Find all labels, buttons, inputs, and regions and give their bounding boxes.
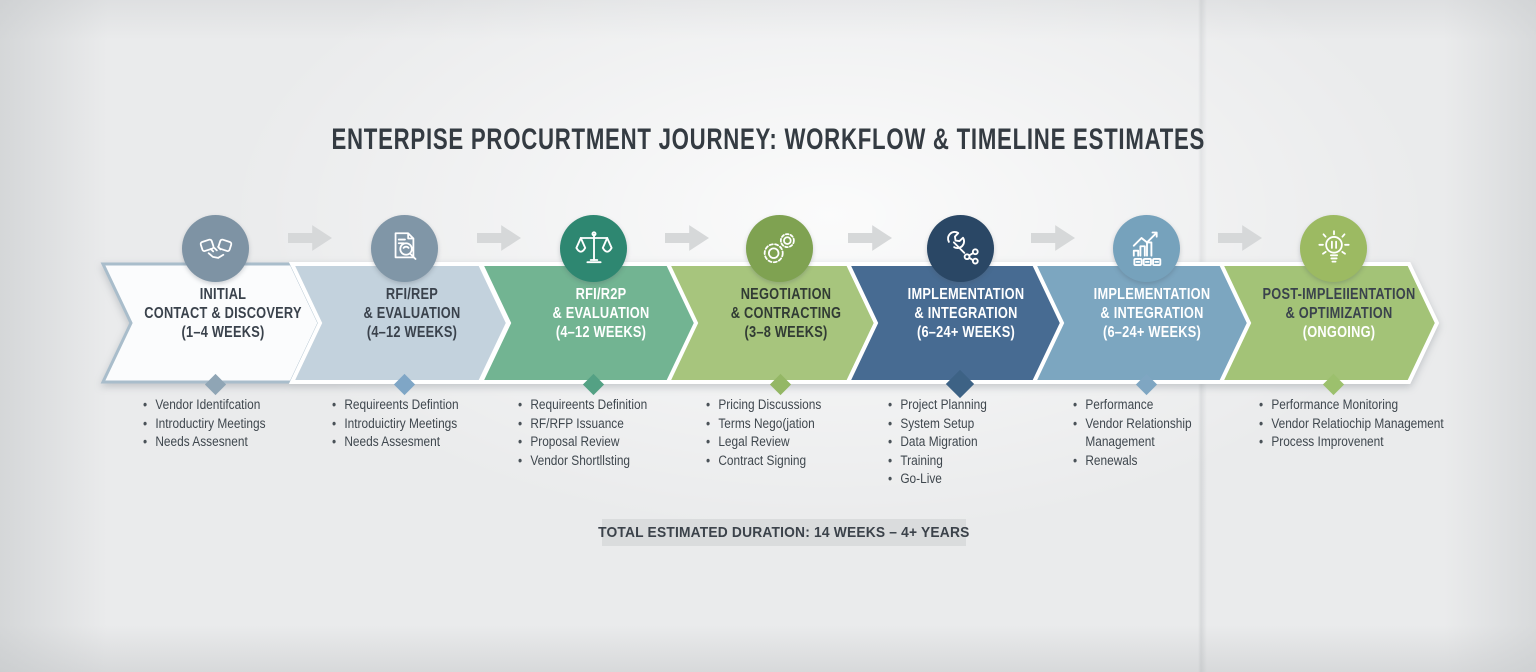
lightbulb-icon: [1300, 215, 1367, 282]
list-item: Vendor Identifcation: [143, 396, 306, 415]
list-item: Pricing Discussions: [706, 396, 869, 415]
list-item: Vendor Shortllsting: [518, 452, 681, 471]
arrow-right-icon: [1031, 225, 1075, 251]
list-item: Performance: [1073, 396, 1223, 415]
handshake-icon: [182, 215, 249, 282]
stage-title: IMPLEMENTATION & INTEGRATION (6–24+ WEEKS): [907, 286, 1025, 341]
stage-title: IMPLEMENTATION & INTEGRATION (6–24+ WEEKS): [1093, 286, 1211, 341]
stage-bullets: Project Planning System Setup Data Migra…: [888, 396, 1051, 489]
stage-title: INITIAL CONTACT & DISCOVERY (1–4 WEEKS): [144, 286, 302, 341]
list-item: Introduictiry Meetings: [332, 415, 495, 434]
arrow-right-icon: [477, 225, 521, 251]
list-item: Vendor Relatiochip Management: [1259, 415, 1466, 434]
list-item: Proposal Review: [518, 433, 681, 452]
list-item: Requireents Defintion: [332, 396, 495, 415]
arrow-right-icon: [665, 225, 709, 251]
list-item: Training: [888, 452, 1051, 471]
gears-icon: [746, 215, 813, 282]
list-item: Process Improvenent: [1259, 433, 1466, 452]
stage-bullets: Pricing Discussions Terms Nego(jation Le…: [706, 396, 869, 470]
process-chevron-band: [100, 262, 1440, 384]
wrench-icon: [927, 215, 994, 282]
stage-bullets: Performance Vendor Relationship Manageme…: [1073, 396, 1223, 470]
arrow-right-icon: [848, 225, 892, 251]
list-item: Performance Monitoring: [1259, 396, 1466, 415]
list-item: Data Migration: [888, 433, 1051, 452]
stage-bullets: Performance Monitoring Vendor Relatiochi…: [1259, 396, 1466, 452]
page-title: ENTERPISE PROCURTMENT JOURNEY: WORKFLOW …: [331, 123, 1205, 156]
stage-title: NEGOTIATION & CONTRACTING (3–8 WEEKS): [730, 286, 842, 341]
list-item: Terms Nego(jation: [706, 415, 869, 434]
stage-title: RFI/REP & EVALUATION (4–12 WEEKS): [363, 286, 461, 341]
total-duration-badge: TOTAL ESTIMATED DURATION: 14 WEEKS – 4+ …: [598, 519, 969, 546]
stage-bullets: Requireents Defintion Introduictiry Meet…: [332, 396, 495, 452]
list-item: Legal Review: [706, 433, 869, 452]
growth-chart-icon: [1113, 215, 1180, 282]
list-item: System Setup: [888, 415, 1051, 434]
scales-icon: [560, 215, 627, 282]
document-magnifier-icon: [371, 215, 438, 282]
list-item: Vendor Relationship Management: [1073, 415, 1223, 452]
arrow-right-icon: [1218, 225, 1262, 251]
list-item: Go-Live: [888, 470, 1051, 489]
stage-title: POST-IMPLEIIENTATION & OPTIMIZATION (ONGOI…: [1262, 286, 1416, 341]
list-item: Project Planning: [888, 396, 1051, 415]
stage-bullets: Requireents Definition RF/RFP Issuance P…: [518, 396, 681, 470]
list-item: Requireents Definition: [518, 396, 681, 415]
stage-bullets: Vendor Identifcation Introductiry Meetin…: [143, 396, 306, 452]
stage-title: RFI/R2P & EVALUATION (4–12 WEEKS): [552, 286, 650, 341]
list-item: Introductiry Meetings: [143, 415, 306, 434]
list-item: Renewals: [1073, 452, 1223, 471]
list-item: Contract Signing: [706, 452, 869, 471]
list-item: RF/RFP Issuance: [518, 415, 681, 434]
arrow-right-icon: [288, 225, 332, 251]
list-item: Needs Assesment: [332, 433, 495, 452]
list-item: Needs Assesnent: [143, 433, 306, 452]
chevron-stage-7: [1217, 262, 1440, 384]
